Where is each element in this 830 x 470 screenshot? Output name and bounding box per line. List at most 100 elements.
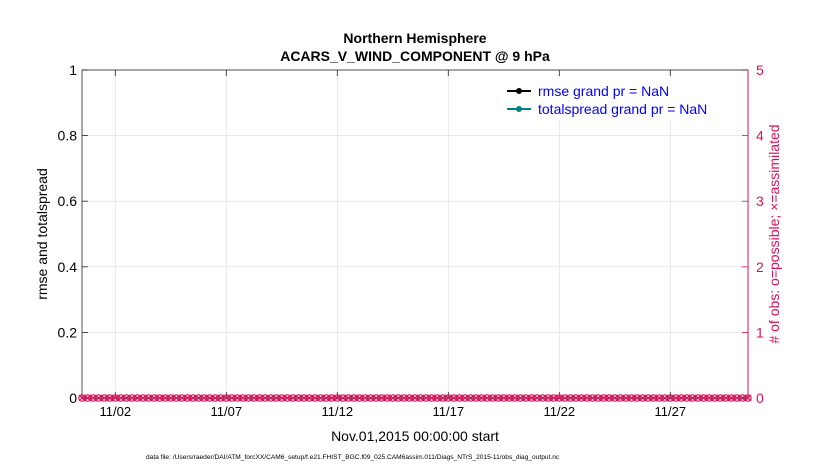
obs-possible-marker — [633, 394, 641, 402]
obs-possible-marker — [194, 394, 203, 402]
obs-possible-marker — [172, 394, 181, 402]
y2-axis-ticks: 0 1 2 3 4 5 — [742, 62, 764, 406]
obs-possible-marker — [505, 394, 514, 402]
obs-possible-marker — [616, 394, 625, 402]
obs-possible-marker — [366, 394, 375, 402]
legend-box — [498, 78, 744, 120]
obs-possible-marker — [105, 394, 114, 402]
obs-possible-marker — [344, 394, 353, 402]
obs-possible-marker — [516, 394, 525, 402]
obs-possible-marker — [716, 394, 725, 402]
chart-subtitle: ACARS_V_WIND_COMPONENT @ 9 hPa — [280, 48, 550, 64]
obs-possible-marker — [272, 394, 281, 402]
obs-possible-marker — [488, 394, 497, 402]
legend-rmse-label: rmse grand pr = NaN — [538, 83, 669, 99]
x-axis-ticks: 11/02 11/07 11/12 11/17 11/22 11/27 — [100, 70, 687, 419]
obs-possible-marker — [694, 394, 702, 402]
obs-possible-marker — [305, 394, 314, 402]
obs-possible-marker — [494, 394, 503, 402]
obs-possible-marker — [394, 394, 403, 402]
obs-possible-marker — [133, 394, 142, 402]
obs-possible-marker — [710, 394, 719, 402]
obs-possible-marker — [155, 394, 164, 402]
y-tick-label: 0 — [69, 390, 77, 406]
x-tick-label: 11/12 — [322, 404, 354, 419]
y2-axis-label: # of obs: o=possible; ×=assimilated — [766, 124, 782, 343]
obs-possible-marker — [533, 394, 541, 402]
obs-possible-marker — [466, 394, 475, 402]
obs-possible-marker — [355, 394, 364, 402]
obs-possible-marker — [511, 394, 519, 402]
obs-possible-marker — [239, 394, 247, 402]
obs-possible-marker — [655, 394, 664, 402]
obs-possible-marker — [721, 394, 730, 402]
obs-possible-marker — [683, 394, 691, 402]
footnote: data file: /Users/raeder/DAI/ATM_forcXX/… — [146, 454, 560, 461]
y-tick-label: 1 — [69, 62, 77, 78]
y2-tick-label: 2 — [756, 259, 764, 275]
obs-possible-marker — [677, 394, 686, 402]
obs-possible-marker — [444, 394, 453, 402]
obs-possible-marker — [144, 394, 153, 402]
obs-possible-marker — [599, 394, 608, 402]
obs-possible-marker — [605, 394, 614, 402]
y-axis-label: rmse and totalspread — [34, 168, 50, 300]
obs-possible-marker — [94, 394, 103, 402]
obs-possible-marker — [233, 394, 242, 402]
obs-possible-marker — [588, 394, 597, 402]
obs-possible-marker — [294, 394, 303, 402]
obs-possible-marker — [255, 394, 264, 402]
y-tick-label: 0.2 — [58, 324, 78, 340]
obs-possible-marker — [566, 394, 575, 402]
obs-possible-marker — [483, 394, 491, 402]
y2-tick-label: 5 — [756, 62, 764, 78]
legend: rmse grand pr = NaN totalspread grand pr… — [498, 78, 744, 120]
obs-possible-marker — [450, 394, 458, 402]
obs-possible-marker — [83, 394, 92, 402]
obs-possible-marker — [527, 394, 536, 402]
obs-possible-marker — [594, 394, 602, 402]
obs-possible-marker — [211, 394, 220, 402]
obs-possible-marker — [350, 394, 358, 402]
obs-possible-marker — [388, 394, 397, 402]
y2-tick-label: 3 — [756, 193, 764, 209]
x-tick-label: 11/07 — [211, 404, 243, 419]
obs-possible-marker — [438, 394, 447, 402]
obs-possible-marker — [128, 394, 136, 402]
obs-possible-marker — [178, 394, 186, 402]
y2-tick-label: 1 — [756, 324, 764, 340]
y2-tick-label: 4 — [756, 128, 764, 144]
obs-possible-marker — [705, 394, 713, 402]
obs-possible-marker — [622, 394, 630, 402]
obs-possible-marker — [277, 394, 286, 402]
obs-possible-marker — [644, 394, 652, 402]
x-tick-label: 11/27 — [655, 404, 687, 419]
obs-possible-marker — [250, 394, 258, 402]
obs-possible-marker — [572, 394, 580, 402]
obs-possible-marker — [300, 394, 308, 402]
obs-possible-marker — [339, 394, 347, 402]
chart-title: Northern Hemisphere — [343, 30, 486, 46]
obs-possible-marker — [216, 394, 225, 402]
x-tick-label: 11/22 — [544, 404, 576, 419]
obs-possible-marker — [433, 394, 442, 402]
obs-possible-marker — [322, 394, 331, 402]
obs-possible-marker — [161, 394, 170, 402]
obs-possible-marker — [561, 394, 569, 402]
legend-totalspread-marker — [516, 106, 522, 112]
obs-possible-marker — [205, 394, 214, 402]
obs-possible-marker — [117, 394, 125, 402]
x-tick-label: 11/02 — [100, 404, 132, 419]
obs-possible-marker — [627, 394, 636, 402]
obs-possible-marker — [361, 394, 369, 402]
obs-possible-marker — [100, 394, 109, 402]
obs-possible-marker — [649, 394, 658, 402]
legend-rmse-marker — [516, 88, 522, 94]
x-axis-label: Nov.01,2015 00:00:00 start — [331, 428, 499, 444]
y-axis-ticks: 0 0.2 0.4 0.6 0.8 1 — [58, 62, 88, 406]
obs-possible-marker — [261, 394, 269, 402]
x-tick-label: 11/17 — [433, 404, 465, 419]
obs-possible-marker — [283, 394, 292, 402]
obs-possible-marker — [733, 394, 741, 402]
